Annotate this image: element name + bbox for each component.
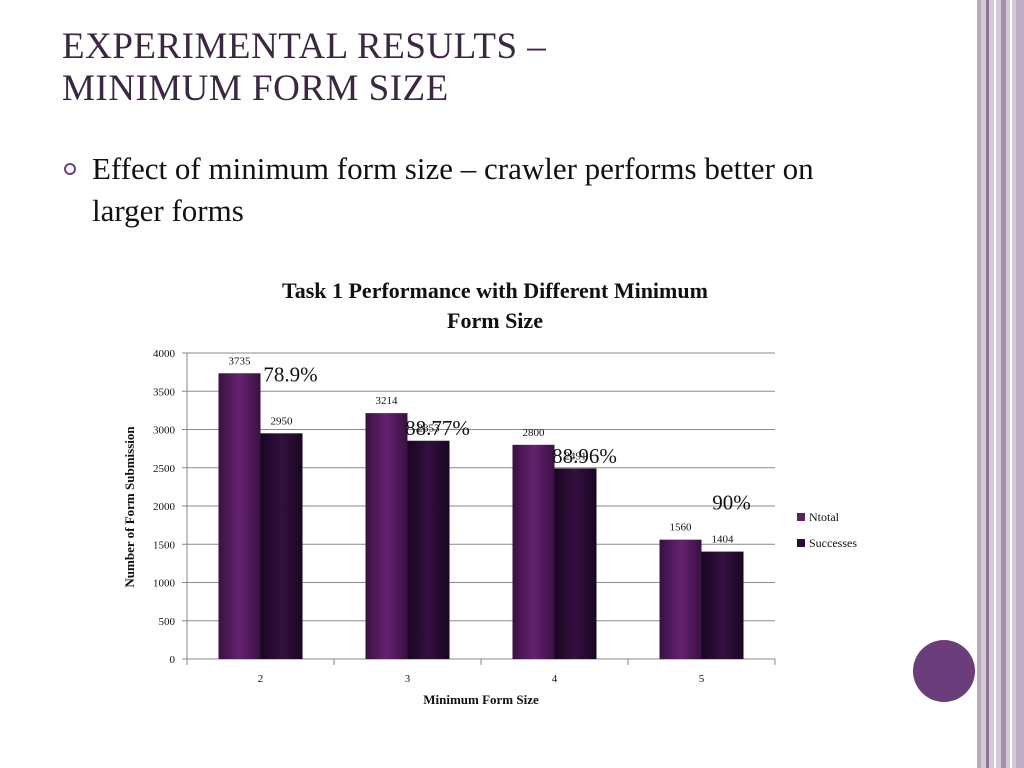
bar-ntotal — [365, 413, 408, 659]
y-tick-label: 3500 — [153, 386, 176, 398]
legend-swatch-successes — [797, 539, 805, 547]
data-label: 3214 — [376, 395, 399, 407]
data-label: 2853 — [418, 423, 441, 435]
y-tick-label: 0 — [170, 654, 176, 666]
x-tick-label: 5 — [699, 673, 705, 685]
bar-successes — [407, 440, 450, 659]
x-tick-label: 4 — [552, 673, 558, 685]
y-tick-label: 1500 — [153, 539, 176, 551]
data-label: 1560 — [670, 522, 693, 534]
chart-title-line-2: Form Size — [447, 308, 543, 333]
success-rate-label: 88.96% — [552, 444, 617, 468]
y-tick-label: 3000 — [153, 425, 176, 437]
chart-bars — [218, 373, 744, 659]
success-rate-label: 78.9% — [263, 362, 317, 386]
bar-ntotal — [218, 373, 261, 659]
x-axis-label: Minimum Form Size — [423, 692, 539, 707]
slide-title-line-2: MINIMUM FORM SIZE — [62, 68, 449, 109]
bar-successes — [260, 433, 303, 659]
y-tick-label: 2500 — [153, 463, 176, 475]
success-rate-label: 88.77% — [405, 416, 470, 440]
y-tick-label: 2000 — [153, 501, 176, 513]
success-rate-label: 90% — [712, 491, 751, 515]
legend-swatch-ntotal — [797, 513, 805, 521]
y-axis-label: Number of Form Submission — [122, 426, 137, 588]
y-tick-label: 4000 — [153, 348, 176, 360]
data-label: 2491 — [565, 450, 587, 462]
decorative-circle — [913, 640, 975, 702]
bar-successes — [701, 551, 744, 659]
legend-label-successes: Successes — [809, 536, 857, 550]
legend-label-ntotal: Ntotal — [809, 510, 840, 524]
bar-successes — [554, 468, 597, 659]
decorative-stripes — [977, 0, 1024, 768]
slide-title: EXPERIMENTAL RESULTS – MINIMUM FORM SIZE — [62, 26, 546, 110]
chart-labels: 0 500 1000 1500 2000 2500 3000 3500 4000 2 3735 295… — [153, 348, 751, 685]
data-label: 2800 — [523, 427, 546, 439]
x-tick-label: 2 — [258, 673, 264, 685]
data-label: 2950 — [271, 415, 294, 427]
chart-title: Task 1 Performance with Different Minimu… — [282, 278, 708, 303]
bullet-circle-icon — [64, 163, 76, 175]
slide-title-line-1: EXPERIMENTAL RESULTS – — [62, 26, 547, 67]
chart-legend: Ntotal Successes — [797, 510, 857, 550]
y-tick-label: 1000 — [153, 578, 176, 590]
data-label: 1404 — [712, 534, 735, 546]
data-label: 3735 — [229, 355, 252, 367]
x-tick-label: 3 — [405, 673, 411, 685]
bullet-text: Effect of minimum form size – crawler pe… — [92, 151, 814, 228]
bar-ntotal — [512, 444, 555, 659]
y-tick-label: 500 — [159, 616, 176, 628]
bar-ntotal — [659, 539, 702, 659]
